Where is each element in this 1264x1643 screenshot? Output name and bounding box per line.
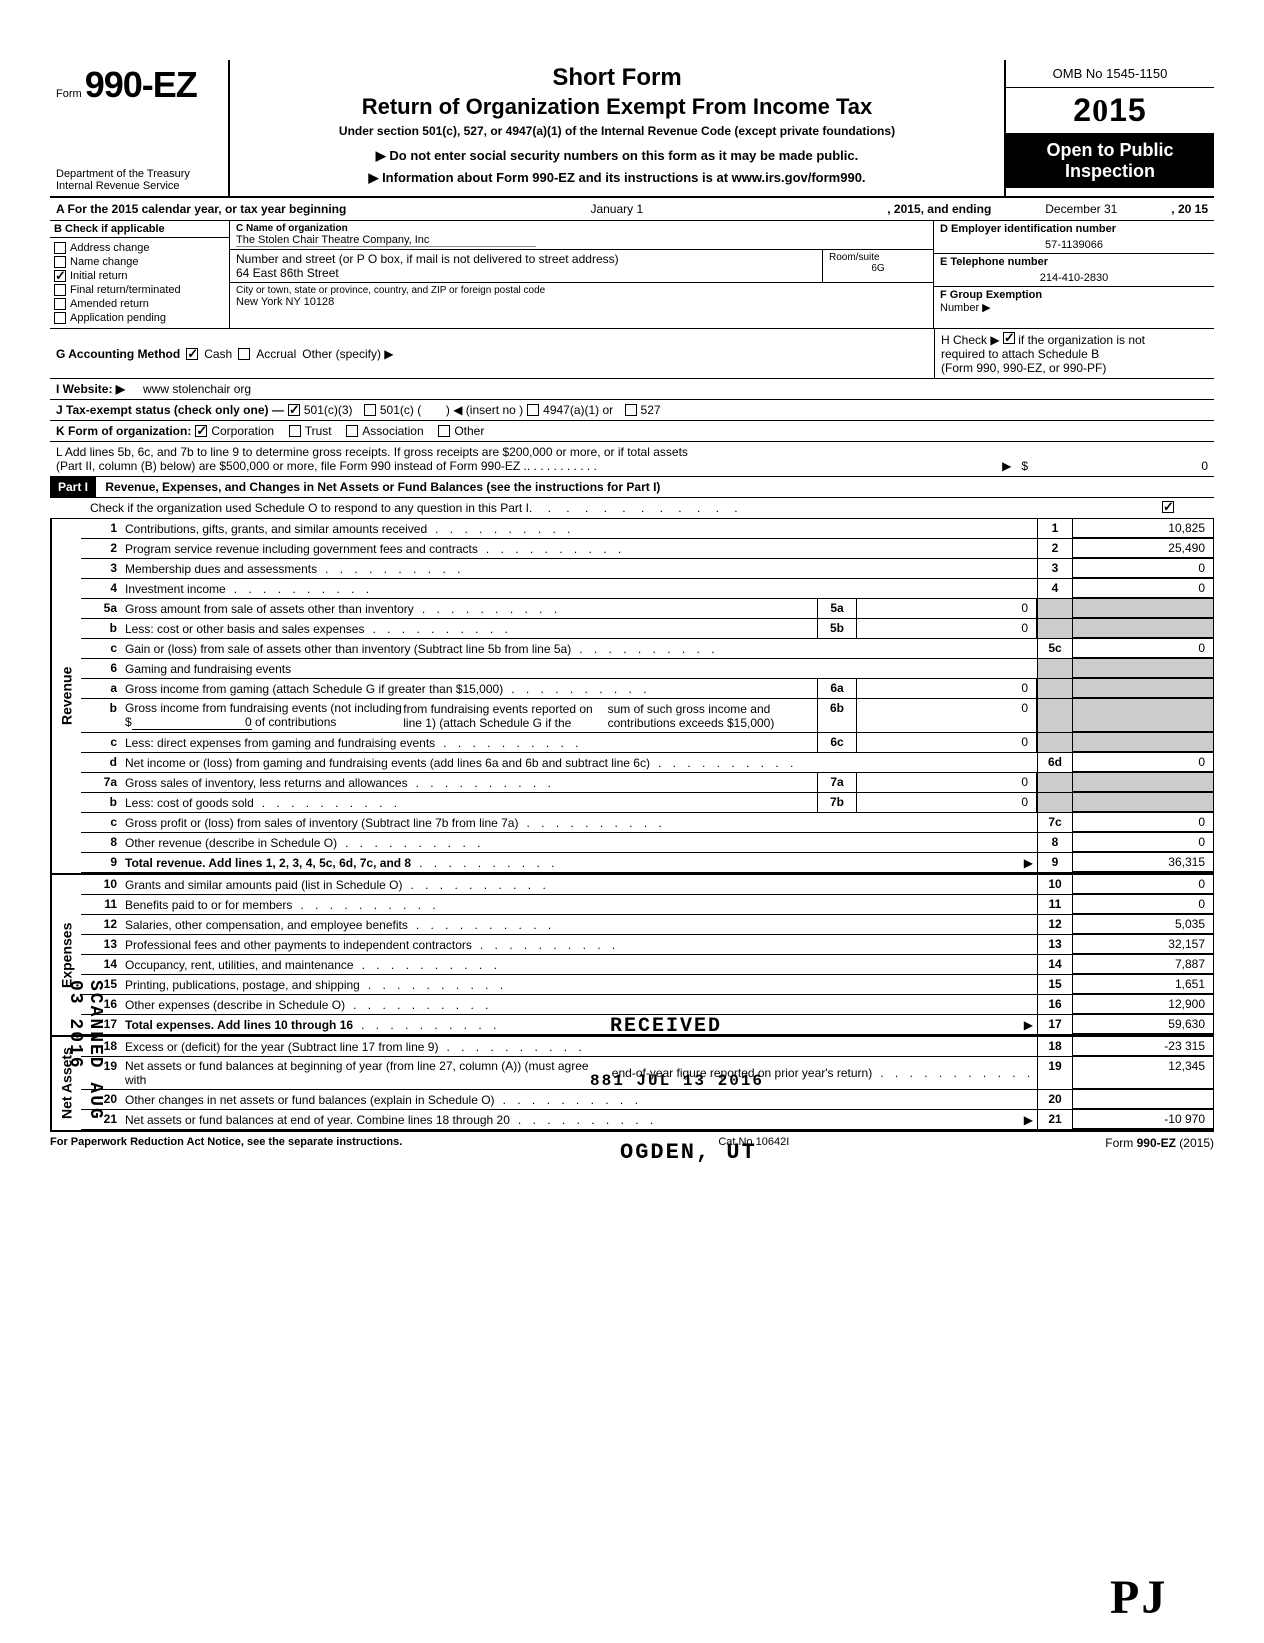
line-b: b Less: cost or other basis and sales ex… [81, 619, 1213, 639]
header-info-grid: B Check if applicable Address changeName… [50, 221, 1214, 329]
phone-value[interactable]: 214-410-2830 [940, 272, 1208, 284]
page-footer: For Paperwork Reduction Act Notice, see … [50, 1132, 1214, 1150]
city-value[interactable]: New York NY 10128 [236, 296, 927, 308]
form-title-short: Short Form [238, 64, 996, 92]
line-16: 16 Other expenses (describe in Schedule … [81, 995, 1213, 1015]
tax-year: 2015 [1006, 88, 1214, 134]
line-7a: 7a Gross sales of inventory, less return… [81, 773, 1213, 793]
line-10: 10 Grants and similar amounts paid (list… [81, 875, 1213, 895]
website-value[interactable]: www stolenchair org [143, 382, 251, 396]
line-18: 18 Excess or (deficit) for the year (Sub… [81, 1037, 1213, 1057]
line-19: 19 Net assets or fund balances at beginn… [81, 1057, 1213, 1090]
line-15: 15 Printing, publications, postage, and … [81, 975, 1213, 995]
checkbox-initial-return[interactable] [54, 270, 66, 282]
omb-number: OMB No 1545-1150 [1006, 60, 1214, 88]
line-17: 17 Total expenses. Add lines 10 through … [81, 1015, 1213, 1035]
revenue-side-label: Revenue [51, 519, 81, 873]
line-3: 3 Membership dues and assessments. . . .… [81, 559, 1213, 579]
line-13: 13 Professional fees and other payments … [81, 935, 1213, 955]
ein-label: D Employer identification number [940, 223, 1116, 235]
line-12: 12 Salaries, other compensation, and emp… [81, 915, 1213, 935]
checkbox-amended-return[interactable] [54, 298, 66, 310]
line-d: d Net income or (loss) from gaming and f… [81, 753, 1213, 773]
org-name-label: C Name of organization [236, 223, 927, 234]
checkbox-final-return-terminated[interactable] [54, 284, 66, 296]
line-2: 2 Program service revenue including gove… [81, 539, 1213, 559]
row-a-tax-year: A For the 2015 calendar year, or tax yea… [50, 198, 1214, 221]
line-20: 20 Other changes in net assets or fund b… [81, 1090, 1213, 1110]
checkbox-application-pending[interactable] [54, 312, 66, 324]
form-number: Form 990-EZ [56, 64, 222, 106]
room-label: Room/suite [829, 252, 927, 263]
ein-value[interactable]: 57-1139066 [940, 239, 1208, 251]
line-11: 11 Benefits paid to or for members. . . … [81, 895, 1213, 915]
row-k-org-form: K Form of organization: Corporation Trus… [50, 421, 1214, 442]
line-14: 14 Occupancy, rent, utilities, and maint… [81, 955, 1213, 975]
cash-checkbox[interactable] [186, 348, 198, 360]
row-j-tax-status: J Tax-exempt status (check only one) — 5… [50, 400, 1214, 421]
city-label: City or town, state or province, country… [236, 285, 927, 296]
part-1-header: Part I Revenue, Expenses, and Changes in… [50, 477, 1214, 498]
checkbox-name-change[interactable] [54, 256, 66, 268]
netassets-side-label: Net Assets [51, 1037, 81, 1130]
room-value[interactable]: 6G [829, 263, 927, 274]
street-label: Number and street (or P O box, if mail i… [236, 252, 816, 266]
col-b-header: B Check if applicable [50, 221, 229, 238]
row-g-accounting: G Accounting Method Cash Accrual Other (… [50, 329, 934, 378]
line-21: 21 Net assets or fund balances at end of… [81, 1110, 1213, 1130]
line-c: c Less: direct expenses from gaming and … [81, 733, 1213, 753]
ssn-notice: ▶ Do not enter social security numbers o… [238, 148, 996, 164]
org-name[interactable]: The Stolen Chair Theatre Company, Inc [236, 234, 536, 247]
line-a: a Gross income from gaming (attach Sched… [81, 679, 1213, 699]
line-c: c Gain or (loss) from sale of assets oth… [81, 639, 1213, 659]
line-9: 9 Total revenue. Add lines 1, 2, 3, 4, 5… [81, 853, 1213, 873]
line-b: b Gross income from fundraising events (… [81, 699, 1213, 733]
street-value[interactable]: 64 East 86th Street [236, 266, 816, 280]
form-subtitle: Under section 501(c), 527, or 4947(a)(1)… [238, 124, 996, 138]
schedule-o-checkbox[interactable] [1162, 501, 1174, 513]
line-1: 1 Contributions, gifts, grants, and simi… [81, 519, 1213, 539]
row-i-website: I Website: ▶ www stolenchair org [50, 379, 1214, 400]
schedule-b-checkbox[interactable] [1003, 332, 1015, 344]
line-8: 8 Other revenue (describe in Schedule O)… [81, 833, 1213, 853]
phone-label: E Telephone number [940, 256, 1048, 268]
group-exemption-label: F Group Exemption [940, 289, 1042, 301]
line-b: b Less: cost of goods sold. . . . . . . … [81, 793, 1213, 813]
accrual-checkbox[interactable] [238, 348, 250, 360]
line-5a: 5a Gross amount from sale of assets othe… [81, 599, 1213, 619]
info-notice: ▶ Information about Form 990-EZ and its … [238, 170, 996, 186]
checkbox-address-change[interactable] [54, 242, 66, 254]
public-inspection-badge: Open to Public Inspection [1006, 134, 1214, 188]
expenses-side-label: Expenses [51, 875, 81, 1035]
line-4: 4 Investment income. . . . . . . . . . 4… [81, 579, 1213, 599]
form-header: Form 990-EZ Department of the Treasury I… [50, 60, 1214, 198]
schedule-o-check-row: Check if the organization used Schedule … [50, 498, 1214, 519]
line-c: c Gross profit or (loss) from sales of i… [81, 813, 1213, 833]
form-title-main: Return of Organization Exempt From Incom… [238, 94, 996, 120]
row-l-gross-receipts: L Add lines 5b, 6c, and 7b to line 9 to … [50, 442, 1214, 477]
corporation-checkbox[interactable] [195, 425, 207, 437]
501c3-checkbox[interactable] [288, 404, 300, 416]
initials-stamp: PJ [1110, 1570, 1167, 1625]
department: Department of the Treasury Internal Reve… [56, 168, 222, 192]
